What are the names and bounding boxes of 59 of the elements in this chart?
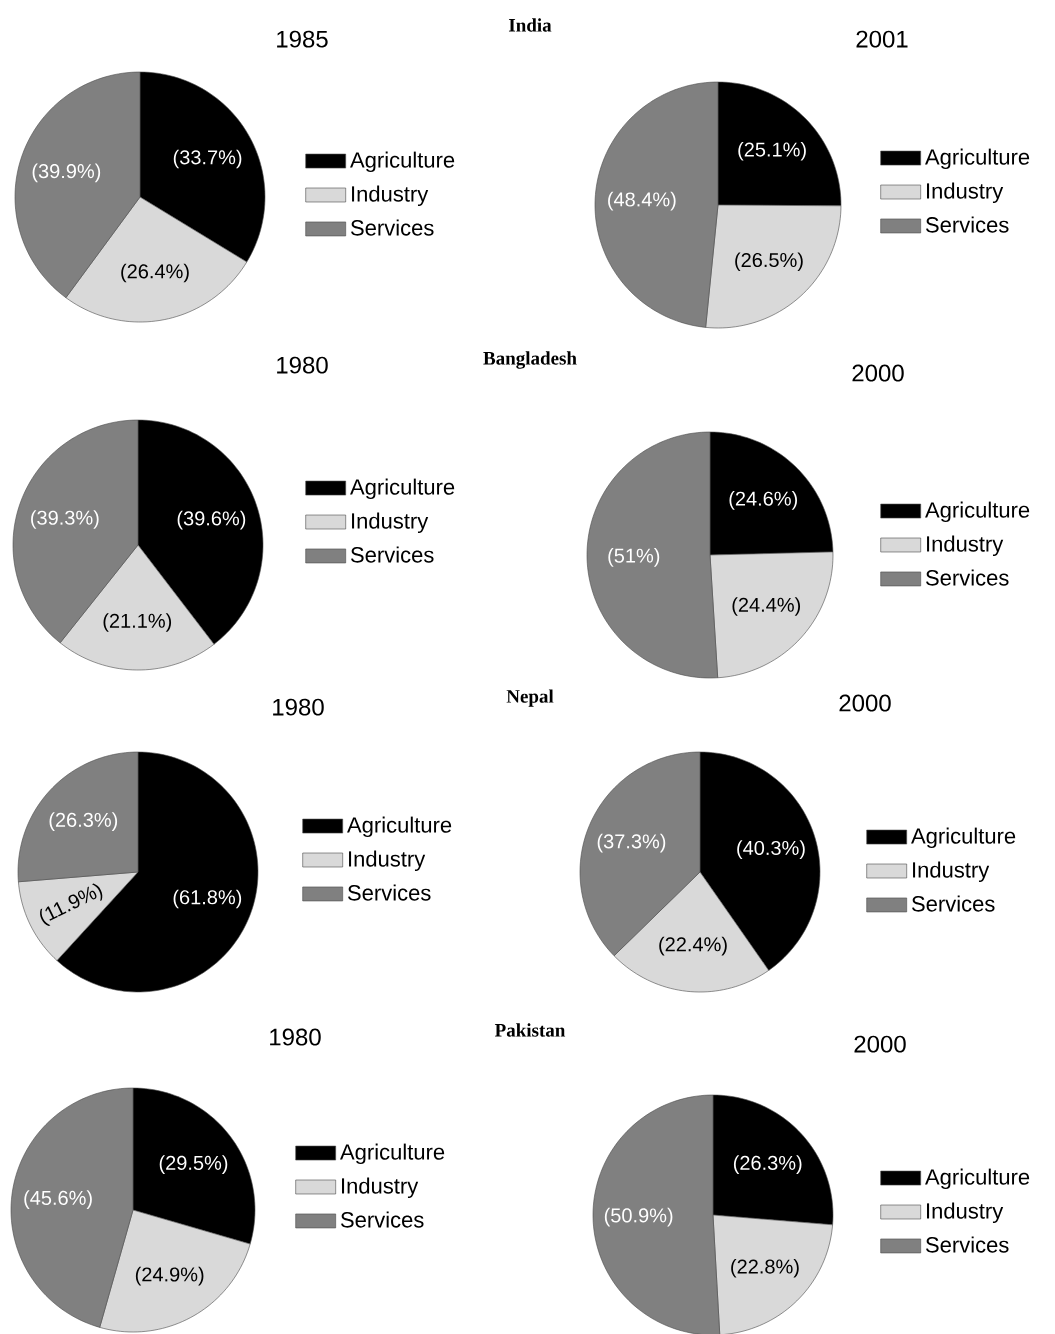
data-label: (24.4%)	[732, 597, 801, 616]
legend-label: Services	[347, 884, 431, 901]
data-label: (24.6%)	[729, 491, 798, 510]
legend-label: Industry	[913, 861, 990, 883]
data-label: (48.4%)	[608, 191, 676, 211]
text: Nepal	[506, 689, 554, 707]
legend-label: Agriculture	[350, 151, 455, 173]
data-label: (24.9%)	[135, 1266, 204, 1286]
text: Bangladesh	[483, 351, 577, 369]
data-label: (33.7%)	[173, 149, 242, 169]
legend-label: Industry	[927, 1202, 1004, 1224]
legend-label: Industry	[352, 185, 429, 207]
data-label: (61.8%)	[173, 889, 242, 909]
chart-title: 2000	[839, 694, 891, 712]
data-label: (29.5%)	[159, 1155, 228, 1174]
legend-label: Industry	[927, 182, 1004, 204]
chart-title: 2001	[856, 30, 908, 48]
legend-label: Agriculture	[925, 148, 1030, 170]
data-label: (26.3%)	[49, 812, 118, 831]
chart-title: 2000	[854, 1035, 906, 1053]
text: Pakistan	[494, 1023, 566, 1037]
data-label: (39.9%)	[32, 163, 101, 183]
data-label: (50.9%)	[604, 1207, 673, 1227]
data-label: (26.5%)	[735, 252, 803, 272]
legend-label: Agriculture	[925, 1168, 1030, 1190]
data-label: (51%)	[608, 548, 660, 567]
data-label: (45.6%)	[24, 1190, 92, 1209]
legend-label: Services	[351, 219, 434, 236]
chart-title: 1980	[270, 1028, 321, 1046]
legend-label: Agriculture	[925, 501, 1030, 523]
legend-label: Services	[925, 1236, 1009, 1253]
data-label: (25.1%)	[738, 141, 806, 161]
legend-label: Industry	[342, 1177, 419, 1199]
legend-label: Services	[925, 216, 1009, 233]
legend-label: Agriculture	[347, 816, 452, 838]
data-label: (37.3%)	[597, 833, 666, 853]
legend-label: Services	[912, 895, 995, 912]
legend-label: Agriculture	[340, 1143, 445, 1165]
legend-label: Services	[340, 1211, 424, 1228]
data-label: (40.3%)	[737, 840, 805, 860]
legend-label: Agriculture	[350, 478, 455, 500]
legend-label: Agriculture	[911, 827, 1016, 849]
chart-title: 2000	[852, 364, 904, 382]
chart-title: 1985	[277, 30, 328, 48]
data-label: (39.3%)	[31, 510, 99, 529]
data-label: (26.3%)	[733, 1155, 802, 1174]
data-label: (26.4%)	[121, 263, 189, 283]
legend-label: Services	[351, 546, 434, 563]
text: India	[508, 18, 552, 32]
chart-title: 1980	[277, 356, 328, 374]
legend-label: Industry	[349, 850, 426, 872]
legend-label: Services	[926, 569, 1009, 586]
legend-label: Industry	[927, 535, 1004, 557]
data-label: (22.8%)	[731, 1258, 799, 1278]
data-label: (22.4%)	[659, 936, 727, 956]
data-label: (39.6%)	[177, 510, 246, 530]
legend-label: Industry	[352, 512, 429, 534]
data-label: (21.1%)	[103, 613, 172, 632]
chart-title: 1980	[273, 698, 324, 716]
